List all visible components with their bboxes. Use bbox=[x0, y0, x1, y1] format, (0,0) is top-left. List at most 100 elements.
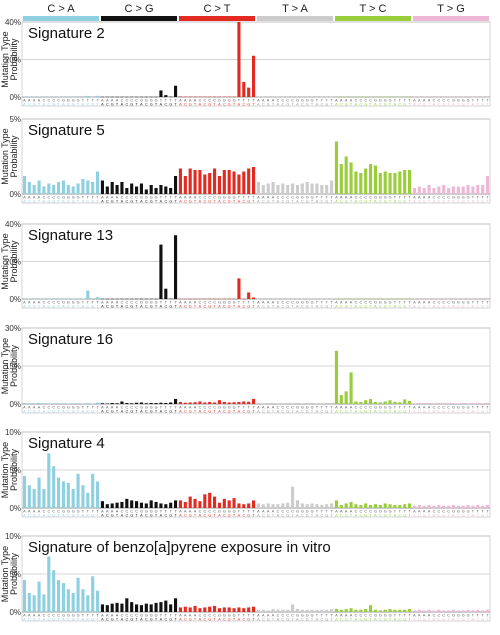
signature-bar bbox=[311, 503, 314, 508]
context-label: C bbox=[242, 618, 245, 622]
signature-bar bbox=[155, 188, 158, 194]
signature-bar bbox=[359, 610, 362, 612]
context-label: A bbox=[296, 514, 299, 518]
signature-bar bbox=[237, 607, 240, 612]
context-label: G bbox=[462, 514, 465, 518]
signature-bar bbox=[213, 402, 216, 404]
context-label: G bbox=[33, 200, 36, 204]
signature-bar bbox=[320, 505, 323, 508]
signature-bar bbox=[247, 402, 250, 404]
signature-bar bbox=[281, 403, 284, 404]
context-label: A bbox=[413, 514, 416, 518]
signature-bar bbox=[164, 601, 167, 612]
context-label: C bbox=[67, 618, 70, 622]
signature-bar bbox=[72, 403, 75, 404]
signature-bar bbox=[194, 402, 197, 404]
signature-bar bbox=[252, 298, 255, 300]
context-label: A bbox=[121, 618, 124, 622]
signature-bar bbox=[315, 504, 318, 508]
context-label: C bbox=[86, 618, 89, 622]
panel-title: Signature 4 bbox=[28, 435, 105, 452]
signature-bar bbox=[476, 610, 479, 612]
context-label: G bbox=[189, 514, 192, 518]
signature-bar bbox=[86, 96, 89, 97]
context-label: G bbox=[384, 103, 387, 107]
signature-bar bbox=[96, 591, 99, 612]
context-label: A bbox=[199, 103, 202, 107]
signature-bar bbox=[203, 175, 206, 195]
context-label: A bbox=[238, 103, 241, 107]
context-label: A bbox=[238, 200, 241, 204]
signature-bar bbox=[96, 297, 99, 299]
context-label: C bbox=[28, 410, 31, 414]
context-label: C bbox=[223, 200, 226, 204]
signature-bar bbox=[345, 157, 348, 195]
context-label: C bbox=[281, 410, 284, 414]
context-label: A bbox=[433, 200, 436, 204]
signature-bar bbox=[233, 172, 236, 195]
signature-bar bbox=[96, 403, 99, 404]
context-label: G bbox=[403, 514, 406, 518]
context-label: A bbox=[335, 305, 338, 309]
context-label: A bbox=[316, 305, 319, 309]
signature-bar bbox=[184, 403, 187, 404]
context-label: G bbox=[345, 618, 348, 622]
context-label: G bbox=[130, 200, 133, 204]
signature-bar bbox=[350, 608, 353, 612]
context-label: C bbox=[340, 410, 343, 414]
signature-bar bbox=[42, 187, 45, 195]
signature-bar bbox=[120, 604, 123, 612]
context-label: A bbox=[121, 305, 124, 309]
signature-bar bbox=[96, 96, 99, 97]
context-label: G bbox=[345, 200, 348, 204]
context-label: A bbox=[23, 514, 26, 518]
signature-bar bbox=[101, 403, 104, 404]
signature-bar bbox=[140, 402, 143, 404]
context-label: C bbox=[203, 103, 206, 107]
context-label: G bbox=[364, 514, 367, 518]
signature-bar bbox=[57, 478, 60, 508]
signature-bar bbox=[442, 506, 445, 508]
panel-title: Signature 16 bbox=[28, 331, 113, 348]
context-label: A bbox=[335, 514, 338, 518]
context-label: G bbox=[267, 103, 270, 107]
context-label: A bbox=[257, 103, 260, 107]
context-label: G bbox=[169, 200, 172, 204]
context-label: C bbox=[184, 200, 187, 204]
signature-bar bbox=[350, 502, 353, 508]
context-label: C bbox=[125, 200, 128, 204]
signature-bar bbox=[194, 606, 197, 612]
context-label: A bbox=[472, 103, 475, 107]
signature-bar bbox=[208, 173, 211, 194]
context-label: A bbox=[257, 410, 260, 414]
context-label: G bbox=[286, 103, 289, 107]
context-label: G bbox=[364, 305, 367, 309]
signature-bar bbox=[174, 235, 177, 299]
context-label: C bbox=[301, 410, 304, 414]
signature-bar bbox=[296, 609, 299, 612]
signature-bar bbox=[447, 188, 450, 194]
signature-bar bbox=[442, 610, 445, 612]
context-label: G bbox=[345, 514, 348, 518]
mutation-group-bar bbox=[23, 16, 99, 21]
context-label: A bbox=[257, 200, 260, 204]
y-tick-label: 40% bbox=[5, 220, 21, 229]
signature-bar bbox=[252, 607, 255, 612]
signature-bar bbox=[247, 607, 250, 612]
context-label: G bbox=[481, 200, 484, 204]
context-label: C bbox=[242, 410, 245, 414]
signature-bar bbox=[286, 610, 289, 612]
signature-bar bbox=[345, 503, 348, 508]
context-label: G bbox=[442, 200, 445, 204]
signature-bar bbox=[116, 503, 119, 508]
context-label: A bbox=[374, 200, 377, 204]
context-label: A bbox=[316, 200, 319, 204]
signature-bar bbox=[257, 503, 260, 508]
signature-bar bbox=[33, 185, 36, 194]
context-label: C bbox=[262, 200, 265, 204]
context-label: G bbox=[364, 200, 367, 204]
context-label: C bbox=[359, 103, 362, 107]
signature-bar bbox=[208, 493, 211, 508]
signature-bar bbox=[330, 403, 333, 404]
context-label: G bbox=[208, 305, 211, 309]
